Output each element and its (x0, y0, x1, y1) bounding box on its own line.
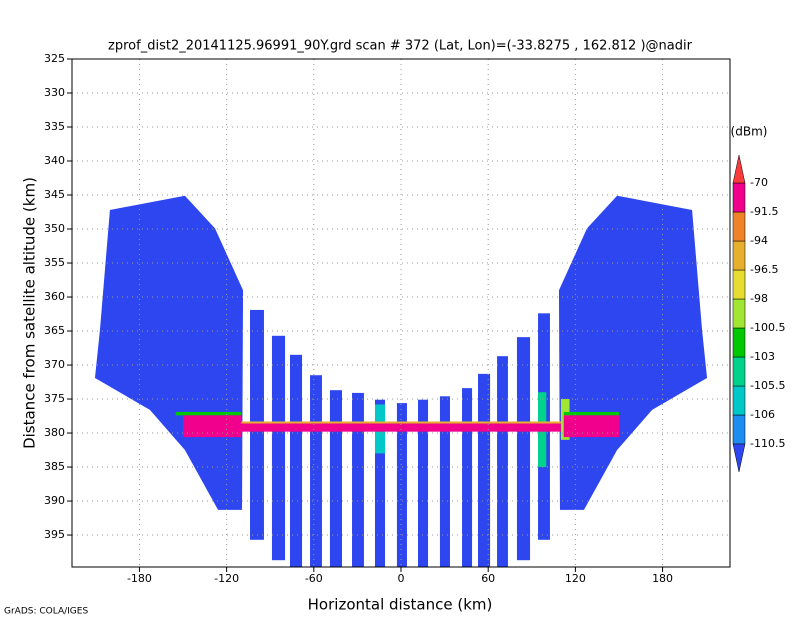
echo-band (183, 415, 242, 438)
swath-column (439, 396, 450, 567)
colorbar-label: -100.5 (750, 321, 785, 334)
y-tick-label: 365 (44, 324, 65, 337)
echo-band (563, 415, 619, 438)
swath-column (478, 373, 491, 567)
swath (558, 195, 708, 510)
x-tick-label: 0 (398, 572, 405, 585)
y-tick-label: 340 (44, 154, 65, 167)
colorbar-label: -70 (750, 176, 768, 189)
y-tick-label: 380 (44, 426, 65, 439)
y-tick-label: 395 (44, 528, 65, 541)
colorbar-high (732, 154, 746, 184)
colorbar-label: -91.5 (750, 205, 778, 218)
y-tick-label: 375 (44, 392, 65, 405)
swath-column (352, 392, 364, 567)
swath-column (289, 354, 303, 567)
colorbar-label: -105.5 (750, 379, 785, 392)
colorbar-label: -110.5 (750, 437, 785, 450)
x-tick-label: -180 (127, 572, 152, 585)
swath-column (497, 356, 508, 567)
colorbar-segment (732, 182, 746, 213)
colorbar-segment (732, 385, 746, 416)
colorbar-label: -96.5 (750, 263, 778, 276)
colorbar-segment (732, 327, 746, 358)
x-tick-label: 120 (565, 572, 586, 585)
echo-band (241, 421, 561, 424)
x-tick-label: -120 (214, 572, 239, 585)
plot-frame (71, 58, 731, 568)
x-axis-label: Horizontal distance (km) (308, 596, 493, 614)
colorbar-segment (732, 356, 746, 387)
colorbar-segment (732, 240, 746, 271)
colorbar-label: -98 (750, 292, 768, 305)
y-tick-label: 360 (44, 290, 65, 303)
footer: GrADS: COLA/IGES (4, 607, 88, 617)
swath-column (310, 375, 322, 567)
colorbar-label: -94 (750, 234, 768, 247)
y-tick-label: 355 (44, 256, 65, 269)
echo-band (241, 423, 561, 432)
colorbar-segment (732, 269, 746, 300)
colorbar-units: (dBm) (731, 125, 768, 139)
y-tick-label: 385 (44, 460, 65, 473)
colorbar-low (732, 443, 746, 473)
swath-column (329, 390, 343, 567)
y-tick-label: 370 (44, 358, 65, 371)
swath (94, 195, 244, 510)
swath-column (374, 399, 386, 567)
colorbar-segment (732, 298, 746, 329)
chart-title: zprof_dist2_20141125.96991_90Y.grd scan … (108, 39, 693, 54)
y-tick-label: 335 (44, 120, 65, 133)
x-tick-label: 180 (652, 572, 673, 585)
y-axis-label: Distance from satellite altitude (km) (21, 177, 39, 449)
y-tick-label: 345 (44, 188, 65, 201)
colorbar-label: -103 (750, 350, 775, 363)
x-tick-label: 60 (481, 572, 495, 585)
y-tick-label: 330 (44, 86, 65, 99)
swath-column (462, 388, 473, 567)
colorbar-segment (732, 211, 746, 242)
x-tick-label: -60 (305, 572, 323, 585)
swath-column (418, 399, 429, 567)
swath-column (396, 403, 407, 567)
colorbar-label: -106 (750, 408, 775, 421)
y-tick-label: 350 (44, 222, 65, 235)
swath-column (516, 337, 531, 561)
colorbar-segment (732, 414, 746, 445)
echo-band (175, 411, 242, 416)
echo-band (563, 411, 619, 416)
y-tick-label: 390 (44, 494, 65, 507)
y-tick-label: 325 (44, 52, 65, 65)
swath-column (271, 335, 286, 561)
